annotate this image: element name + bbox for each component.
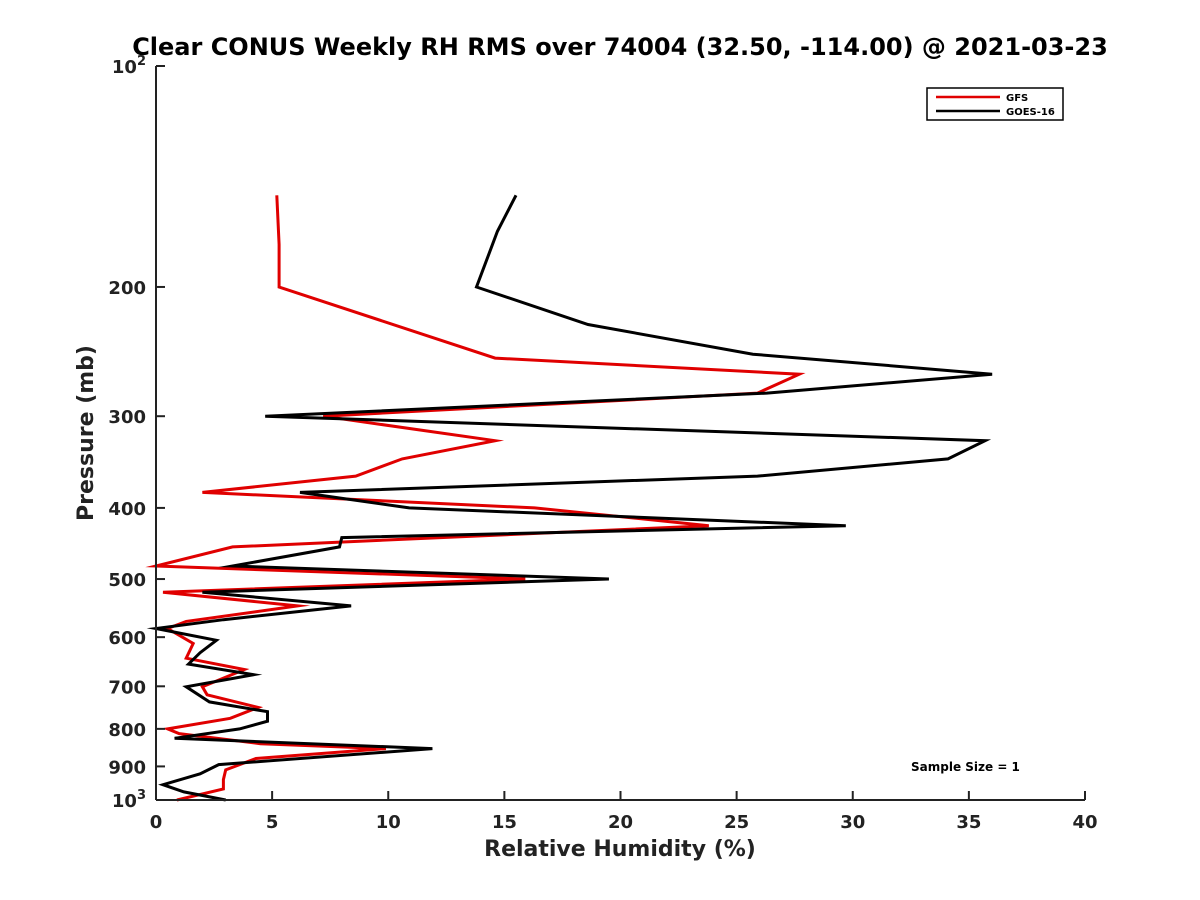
x-ticks: 0 5 10 15 20 25 30 35 40: [150, 791, 1098, 833]
y-tick-label-800: 800: [108, 720, 146, 741]
series-line-gfs: [145, 195, 806, 802]
chart-title: Clear CONUS Weekly RH RMS over 74004 (32…: [132, 33, 1108, 61]
legend: GFS GOES-16: [926, 87, 1064, 121]
x-tick-label-25: 25: [724, 812, 749, 833]
x-tick-label-15: 15: [492, 812, 517, 833]
x-tick-label-35: 35: [956, 812, 981, 833]
x-tick-label-40: 40: [1072, 812, 1097, 833]
y-ticks: 102 200 300 400 500 600 700 800 900 103: [108, 54, 165, 812]
y-tick-label-400: 400: [108, 499, 146, 520]
legend-label-gfs: GFS: [1006, 93, 1028, 104]
y-axis-label: Pressure (mb): [74, 345, 99, 521]
y-tick-label-200: 200: [108, 278, 146, 299]
sample-size-annotation: Sample Size = 1: [911, 760, 1020, 774]
legend-box: [926, 87, 1064, 121]
x-tick-label-5: 5: [266, 812, 279, 833]
x-tick-label-30: 30: [840, 812, 865, 833]
x-tick-label-10: 10: [376, 812, 401, 833]
y-tick-label-100: 102: [112, 54, 146, 78]
y-tick-label-500: 500: [108, 570, 146, 591]
y-tick-label-300: 300: [108, 407, 146, 428]
x-tick-label-20: 20: [608, 812, 633, 833]
y-tick-label-600: 600: [108, 628, 146, 649]
series-line-goes-16: [146, 194, 993, 802]
y-tick-label-700: 700: [108, 677, 146, 698]
y-tick-label-1000: 103: [112, 788, 146, 812]
series-layer: [145, 194, 993, 802]
legend-label-goes: GOES-16: [1006, 107, 1055, 118]
y-tick-label-900: 900: [108, 757, 146, 778]
x-axis-label: Relative Humidity (%): [484, 837, 756, 862]
x-tick-label-0: 0: [150, 812, 163, 833]
